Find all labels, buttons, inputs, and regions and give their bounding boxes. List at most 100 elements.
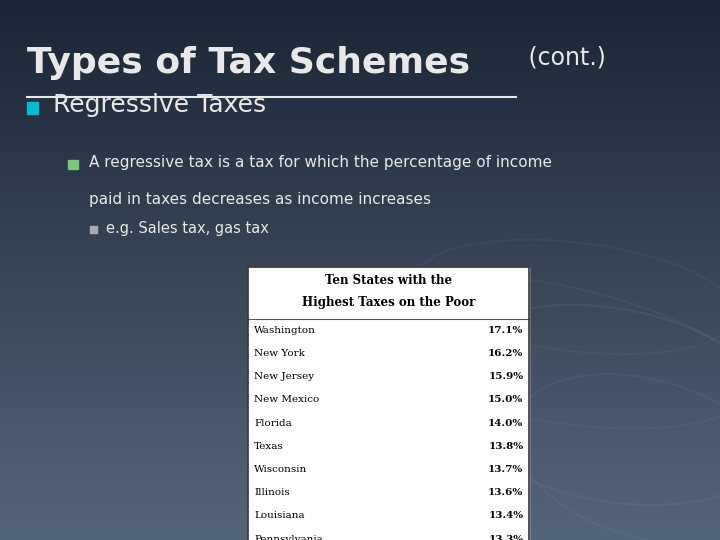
Bar	[0, 497, 720, 502]
Bar	[0, 221, 720, 227]
Bar	[0, 464, 720, 470]
Bar	[0, 232, 720, 238]
Text: 13.8%: 13.8%	[488, 442, 523, 451]
Bar	[0, 351, 720, 356]
Bar	[0, 254, 720, 259]
Bar	[0, 324, 720, 329]
Bar	[0, 508, 720, 513]
Bar	[0, 205, 720, 211]
Bar	[0, 140, 720, 146]
Bar	[0, 216, 720, 221]
Text: 13.4%: 13.4%	[488, 511, 523, 521]
Bar	[0, 65, 720, 70]
Text: 15.9%: 15.9%	[488, 372, 523, 381]
Bar	[0, 5, 720, 11]
Bar	[0, 502, 720, 508]
Text: New Jersey: New Jersey	[254, 372, 315, 381]
Text: paid in taxes decreases as income increases: paid in taxes decreases as income increa…	[89, 192, 431, 207]
Text: New York: New York	[254, 349, 305, 358]
Bar	[0, 292, 720, 297]
Text: Pennsylvania: Pennsylvania	[254, 535, 323, 540]
Bar	[68, 160, 78, 170]
Text: A regressive tax is a tax for which the percentage of income: A regressive tax is a tax for which the …	[89, 154, 552, 170]
Text: 15.0%: 15.0%	[488, 395, 523, 404]
Bar	[0, 524, 720, 529]
Text: Regressive Taxes: Regressive Taxes	[53, 93, 266, 117]
Bar	[0, 421, 720, 427]
Bar	[0, 427, 720, 432]
Bar	[0, 86, 720, 92]
Bar	[0, 356, 720, 362]
Bar	[0, 416, 720, 421]
Bar	[0, 49, 720, 54]
Bar	[0, 313, 720, 319]
Text: 14.0%: 14.0%	[488, 418, 523, 428]
Bar	[0, 346, 720, 351]
Bar	[0, 157, 720, 162]
Text: Florida: Florida	[254, 418, 292, 428]
Bar	[0, 443, 720, 448]
Bar	[0, 43, 720, 49]
Bar	[0, 194, 720, 200]
Text: Ten States with the: Ten States with the	[325, 274, 452, 287]
Bar	[0, 11, 720, 16]
Bar	[0, 146, 720, 151]
Bar	[0, 92, 720, 97]
Bar	[0, 275, 720, 281]
Text: 13.6%: 13.6%	[488, 488, 523, 497]
Bar	[0, 32, 720, 38]
Bar	[0, 167, 720, 173]
Bar	[0, 308, 720, 313]
Text: 13.3%: 13.3%	[488, 535, 523, 540]
Bar	[0, 459, 720, 464]
Bar	[0, 297, 720, 302]
Bar	[248, 267, 529, 540]
Text: Wisconsin: Wisconsin	[254, 465, 307, 474]
Bar	[0, 97, 720, 103]
Bar	[0, 38, 720, 43]
Text: 17.1%: 17.1%	[488, 326, 523, 335]
Bar	[0, 340, 720, 346]
Bar	[27, 102, 38, 114]
Bar	[0, 54, 720, 59]
Bar	[0, 16, 720, 22]
Bar	[0, 76, 720, 81]
Bar	[0, 362, 720, 367]
Bar	[0, 124, 720, 130]
Bar	[0, 211, 720, 216]
Text: Louisiana: Louisiana	[254, 511, 305, 521]
Bar	[0, 0, 720, 5]
Bar	[0, 378, 720, 383]
Bar	[0, 491, 720, 497]
Text: Highest Taxes on the Poor: Highest Taxes on the Poor	[302, 296, 475, 309]
Bar	[0, 481, 720, 486]
Bar	[0, 189, 720, 194]
Bar	[0, 178, 720, 184]
Bar	[0, 70, 720, 76]
Bar	[0, 432, 720, 437]
Bar	[0, 410, 720, 416]
Bar	[0, 475, 720, 481]
Bar	[0, 367, 720, 373]
Bar	[0, 405, 720, 410]
Text: Types of Tax Schemes: Types of Tax Schemes	[27, 46, 470, 80]
Bar	[0, 486, 720, 491]
Bar	[0, 270, 720, 275]
Bar	[0, 389, 720, 394]
Bar	[0, 27, 720, 32]
Bar	[0, 535, 720, 540]
Bar	[0, 243, 720, 248]
Bar	[0, 103, 720, 108]
Bar	[248, 267, 529, 540]
Bar	[0, 259, 720, 265]
Bar	[0, 227, 720, 232]
Text: 13.7%: 13.7%	[488, 465, 523, 474]
Text: New Mexico: New Mexico	[254, 395, 320, 404]
Bar	[0, 248, 720, 254]
Bar	[0, 265, 720, 270]
Bar	[0, 529, 720, 535]
Bar	[0, 108, 720, 113]
Bar	[0, 200, 720, 205]
Bar	[0, 319, 720, 324]
Bar	[0, 383, 720, 389]
